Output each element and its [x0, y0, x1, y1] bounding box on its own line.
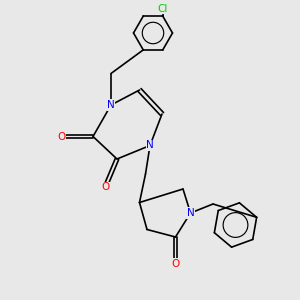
Text: N: N [107, 100, 115, 110]
Text: O: O [171, 259, 180, 269]
Text: N: N [146, 140, 154, 151]
Text: N: N [187, 208, 194, 218]
Text: O: O [101, 182, 109, 193]
Text: Cl: Cl [158, 4, 168, 14]
Text: O: O [57, 131, 66, 142]
